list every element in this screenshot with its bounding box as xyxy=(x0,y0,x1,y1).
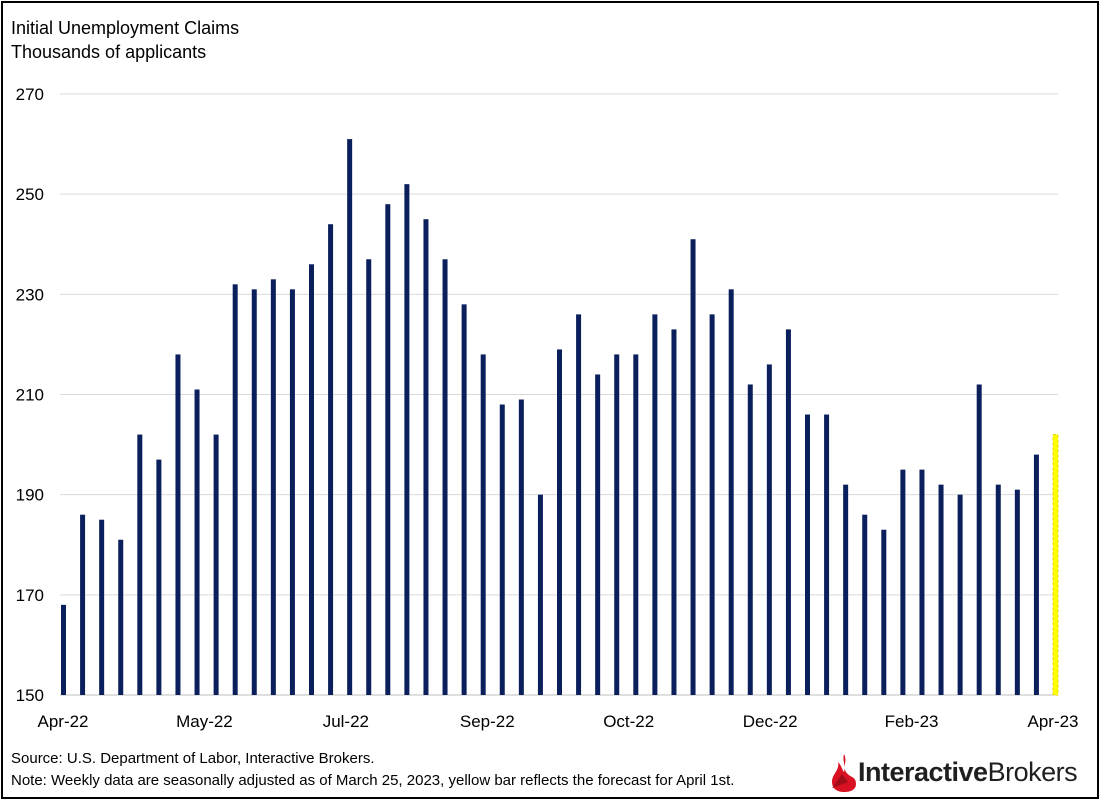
data-bar xyxy=(1033,454,1039,695)
data-bar xyxy=(61,604,66,695)
data-bar xyxy=(576,314,582,695)
data-bar xyxy=(270,279,276,695)
y-tick-label: 250 xyxy=(16,185,44,204)
data-bar xyxy=(843,484,849,695)
data-bar xyxy=(518,399,524,695)
data-bar xyxy=(80,514,86,695)
data-bar xyxy=(614,354,620,695)
data-bar xyxy=(537,494,543,695)
data-bar xyxy=(328,224,334,695)
y-tick-label: 150 xyxy=(16,686,44,705)
data-bar xyxy=(595,374,601,695)
data-bar xyxy=(232,284,238,695)
brand-wordmark: InteractiveBrokers xyxy=(858,756,1078,788)
x-tick-label: Apr-22 xyxy=(37,712,88,731)
data-bar xyxy=(309,264,314,695)
data-bar xyxy=(747,384,753,695)
data-bar xyxy=(957,494,963,695)
data-bar xyxy=(862,514,868,695)
data-bar xyxy=(785,329,791,695)
y-tick-label: 190 xyxy=(16,486,44,505)
y-tick-label: 170 xyxy=(16,586,44,605)
forecast-bar xyxy=(1052,434,1059,696)
data-bar xyxy=(709,314,715,695)
data-bar xyxy=(652,314,658,695)
data-bar xyxy=(99,519,105,695)
brand-wordmark-part2: Brokers xyxy=(987,756,1078,787)
x-tick-label: Apr-23 xyxy=(1027,712,1078,731)
data-bar xyxy=(385,204,391,695)
methodology-note: Note: Weekly data are seasonally adjuste… xyxy=(11,772,735,789)
data-bar xyxy=(289,289,295,695)
data-bar xyxy=(766,364,772,695)
data-bar xyxy=(404,184,410,695)
y-tick-label: 270 xyxy=(16,85,44,104)
data-bar xyxy=(1014,489,1020,695)
data-bar xyxy=(213,434,219,695)
data-bar xyxy=(499,404,505,695)
data-bar xyxy=(900,469,906,695)
data-bar xyxy=(347,139,353,695)
data-bar xyxy=(919,469,925,695)
data-bar xyxy=(633,354,639,695)
data-bar xyxy=(423,219,429,696)
data-bar xyxy=(690,239,696,695)
flame-icon xyxy=(832,754,856,792)
x-tick-label: Dec-22 xyxy=(743,712,798,731)
x-tick-label: Jul-22 xyxy=(323,712,369,731)
x-tick-label: May-22 xyxy=(176,712,233,731)
data-bar xyxy=(976,384,982,695)
data-bar xyxy=(461,304,467,695)
data-bar xyxy=(118,539,124,695)
data-bar xyxy=(366,259,372,695)
data-bar xyxy=(442,259,448,695)
brand-wordmark-part1: Interactive xyxy=(858,756,988,787)
data-bar xyxy=(824,414,830,695)
brand-logo: InteractiveBrokers xyxy=(828,752,1078,792)
y-tick-label: 210 xyxy=(16,386,44,405)
data-bar xyxy=(137,434,143,695)
chart-footer: Source: U.S. Department of Labor, Intera… xyxy=(11,748,734,792)
x-tick-label: Sep-22 xyxy=(460,712,515,731)
data-bar xyxy=(805,414,810,695)
data-bar xyxy=(156,459,162,695)
chart-title-block: Initial Unemployment Claims Thousands of… xyxy=(11,16,239,64)
chart-title: Initial Unemployment Claims xyxy=(11,18,240,38)
data-bar xyxy=(938,484,944,695)
data-bar xyxy=(557,349,562,695)
data-bar xyxy=(194,389,200,695)
data-bar xyxy=(480,354,486,695)
chart-subtitle: Thousands of applicants xyxy=(11,42,207,62)
x-tick-label: Feb-23 xyxy=(885,712,939,731)
x-tick-label: Oct-22 xyxy=(603,712,654,731)
data-bar xyxy=(671,329,677,695)
y-tick-label: 230 xyxy=(16,285,44,304)
data-bar xyxy=(995,484,1001,695)
data-bar xyxy=(251,289,257,695)
data-bar xyxy=(728,289,734,695)
data-bar xyxy=(175,354,181,695)
source-note: Source: U.S. Department of Labor, Intera… xyxy=(11,750,375,767)
data-bar xyxy=(881,529,887,695)
